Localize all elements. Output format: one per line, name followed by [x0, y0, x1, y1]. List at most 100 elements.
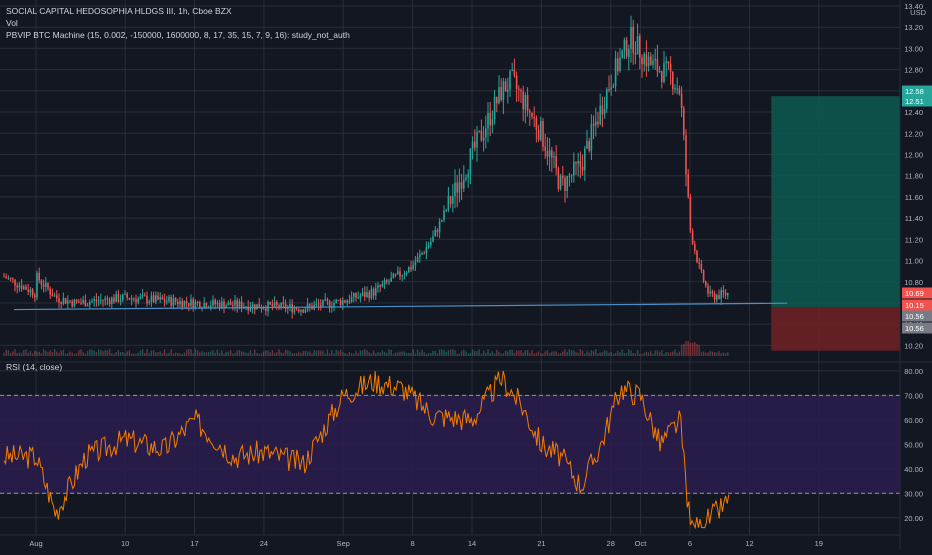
- candle-body: [364, 292, 366, 297]
- volume-bar: [654, 350, 656, 356]
- candle-body: [159, 297, 161, 300]
- volume-bar: [601, 351, 604, 356]
- volume-bar: [163, 349, 166, 356]
- volume-bar: [194, 349, 197, 356]
- volume-bar: [335, 349, 337, 356]
- volume-bar: [225, 351, 227, 356]
- volume-bar: [432, 350, 434, 356]
- volume-bar: [564, 349, 566, 356]
- volume-bar: [251, 353, 254, 356]
- volume-bar: [317, 350, 320, 356]
- candle-body: [227, 302, 230, 306]
- volume-bar: [122, 351, 124, 356]
- volume-bar: [170, 349, 172, 356]
- rsi-line: [3, 370, 730, 530]
- candle-body: [683, 107, 685, 136]
- candle-body: [128, 297, 131, 300]
- candle-body: [603, 109, 606, 115]
- time-tick-label: Sep: [337, 539, 350, 548]
- volume-bar: [471, 349, 474, 356]
- candle-body: [172, 298, 175, 306]
- volume-bar: [421, 349, 423, 356]
- volume-bar: [97, 349, 100, 356]
- candle-body: [117, 293, 120, 302]
- volume-bar: [434, 350, 436, 356]
- volume-bar: [535, 352, 538, 356]
- candle-body: [49, 288, 51, 295]
- volume-bar: [608, 352, 610, 356]
- volume-bar: [553, 351, 555, 356]
- volume-bar: [95, 351, 98, 356]
- candle-body: [610, 87, 612, 90]
- candle-body: [458, 182, 461, 193]
- candle-body: [146, 296, 148, 304]
- volume-bar: [548, 352, 551, 356]
- currency-label: USD: [910, 8, 926, 17]
- candle-body: [720, 290, 722, 299]
- volume-bar: [232, 353, 234, 356]
- time-tick-label: 10: [121, 539, 129, 548]
- volume-bar: [562, 351, 564, 356]
- candle-body: [476, 132, 478, 148]
- candle-body: [326, 299, 329, 301]
- volume-bar: [441, 349, 443, 356]
- volume-bar: [698, 344, 700, 356]
- candle-body: [573, 161, 575, 176]
- candle-body: [612, 86, 615, 88]
- candle-body: [672, 71, 674, 90]
- candle-body: [361, 292, 364, 296]
- volume-bar: [526, 349, 529, 356]
- candle-body: [478, 130, 480, 133]
- candle-body: [377, 285, 379, 288]
- volume-bar: [36, 351, 38, 356]
- volume-bar: [683, 343, 685, 356]
- price-tick-label: 11.40: [905, 214, 923, 223]
- candle-body: [694, 244, 696, 251]
- candle-body: [658, 71, 661, 73]
- candle-body: [357, 297, 359, 299]
- candle-body: [700, 263, 703, 271]
- candle-body: [434, 229, 436, 237]
- candle-body: [278, 305, 280, 309]
- volume-bar: [108, 349, 111, 356]
- stop-zone: [771, 307, 900, 351]
- volume-bar: [56, 351, 58, 356]
- volume-bar: [328, 353, 331, 356]
- candle-body: [139, 296, 142, 299]
- volume-bar: [617, 350, 619, 356]
- volume-bar: [23, 350, 25, 356]
- candle-body: [685, 135, 687, 175]
- volume-bar: [489, 352, 491, 356]
- candle-body: [449, 195, 452, 204]
- candle-body: [711, 291, 714, 294]
- price-label-badge: [902, 95, 932, 107]
- volume-bar: [621, 349, 623, 356]
- trendline-segment: [13, 302, 788, 311]
- position-tool[interactable]: [771, 96, 900, 351]
- candle-body: [73, 299, 76, 307]
- candle-body: [258, 304, 260, 309]
- candle-body: [309, 304, 311, 306]
- candle-body: [254, 304, 256, 310]
- volume-bar: [320, 350, 322, 356]
- volume-bar: [504, 350, 507, 356]
- volume-bar: [245, 352, 247, 356]
- candle-body: [614, 58, 617, 87]
- trendline[interactable]: [13, 302, 788, 311]
- volume-bar: [14, 349, 16, 356]
- volume-bar: [64, 353, 67, 356]
- candle-body: [463, 179, 465, 189]
- price-tick-label: 11.00: [905, 257, 923, 266]
- volume-bar: [542, 353, 544, 356]
- candle-body: [520, 89, 522, 92]
- volume-bar: [652, 353, 654, 356]
- candle-body: [260, 308, 263, 310]
- rsi-series-line: [3, 370, 730, 530]
- volume-bar: [355, 350, 357, 356]
- volume-bar: [47, 352, 49, 356]
- candle-body: [108, 299, 111, 304]
- candle-body: [491, 119, 494, 126]
- volume-bar: [544, 351, 546, 356]
- volume-bar: [302, 351, 304, 356]
